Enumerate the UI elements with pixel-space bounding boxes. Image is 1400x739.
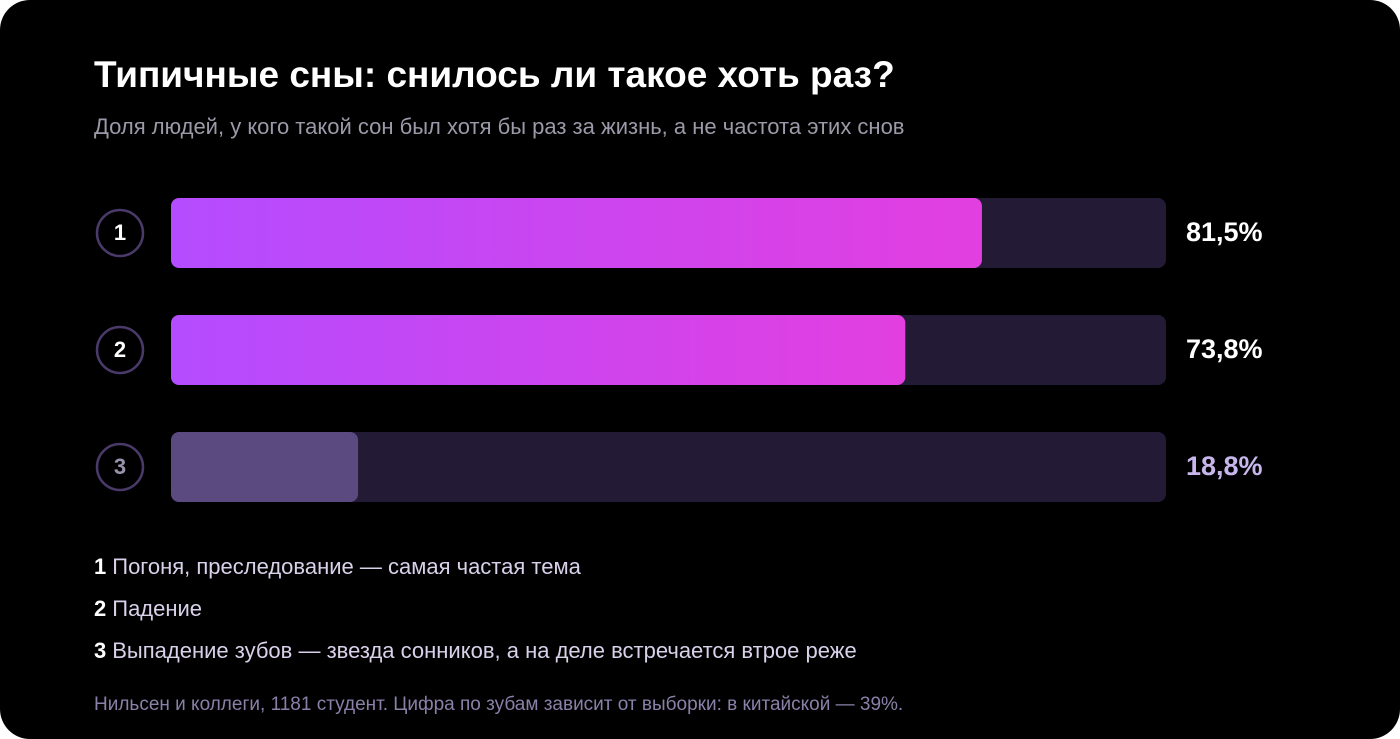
bar xyxy=(171,432,359,502)
category-label: 1 xyxy=(114,220,126,245)
category-label: 2 xyxy=(114,337,126,362)
value-label: 81,5% xyxy=(1186,217,1263,247)
rank-circle xyxy=(95,325,145,375)
bar xyxy=(171,198,982,268)
bar xyxy=(171,315,906,385)
value-label: 18,8% xyxy=(1186,451,1263,481)
note: 3 Выпадение зубов — звезда сонников, а на… xyxy=(94,638,857,663)
note-number: 1 xyxy=(94,554,106,579)
rank-circle xyxy=(95,208,145,258)
note-number: 3 xyxy=(94,638,106,663)
category-label: 3 xyxy=(114,454,126,479)
chart-subtitle: Доля людей, у кого такой сон был хотя бы… xyxy=(94,114,905,139)
bar-track xyxy=(171,432,1166,502)
value-label: 73,8% xyxy=(1186,334,1263,364)
rank-circle xyxy=(95,442,145,492)
note: 2 Падение xyxy=(94,596,202,621)
note-text: Погоня, преследование — самая частая тем… xyxy=(112,554,581,579)
note-number: 2 xyxy=(94,596,106,621)
note-text: Выпадение зубов — звезда сонников, а на … xyxy=(112,638,856,663)
source-note: Нильсен и коллеги, 1181 студент. Цифра п… xyxy=(94,694,903,715)
note-text: Падение xyxy=(112,596,202,621)
chart-title: Типичные сны: снилось ли такое хоть раз? xyxy=(94,54,895,95)
note: 1 Погоня, преследование — самая частая те… xyxy=(94,554,582,579)
